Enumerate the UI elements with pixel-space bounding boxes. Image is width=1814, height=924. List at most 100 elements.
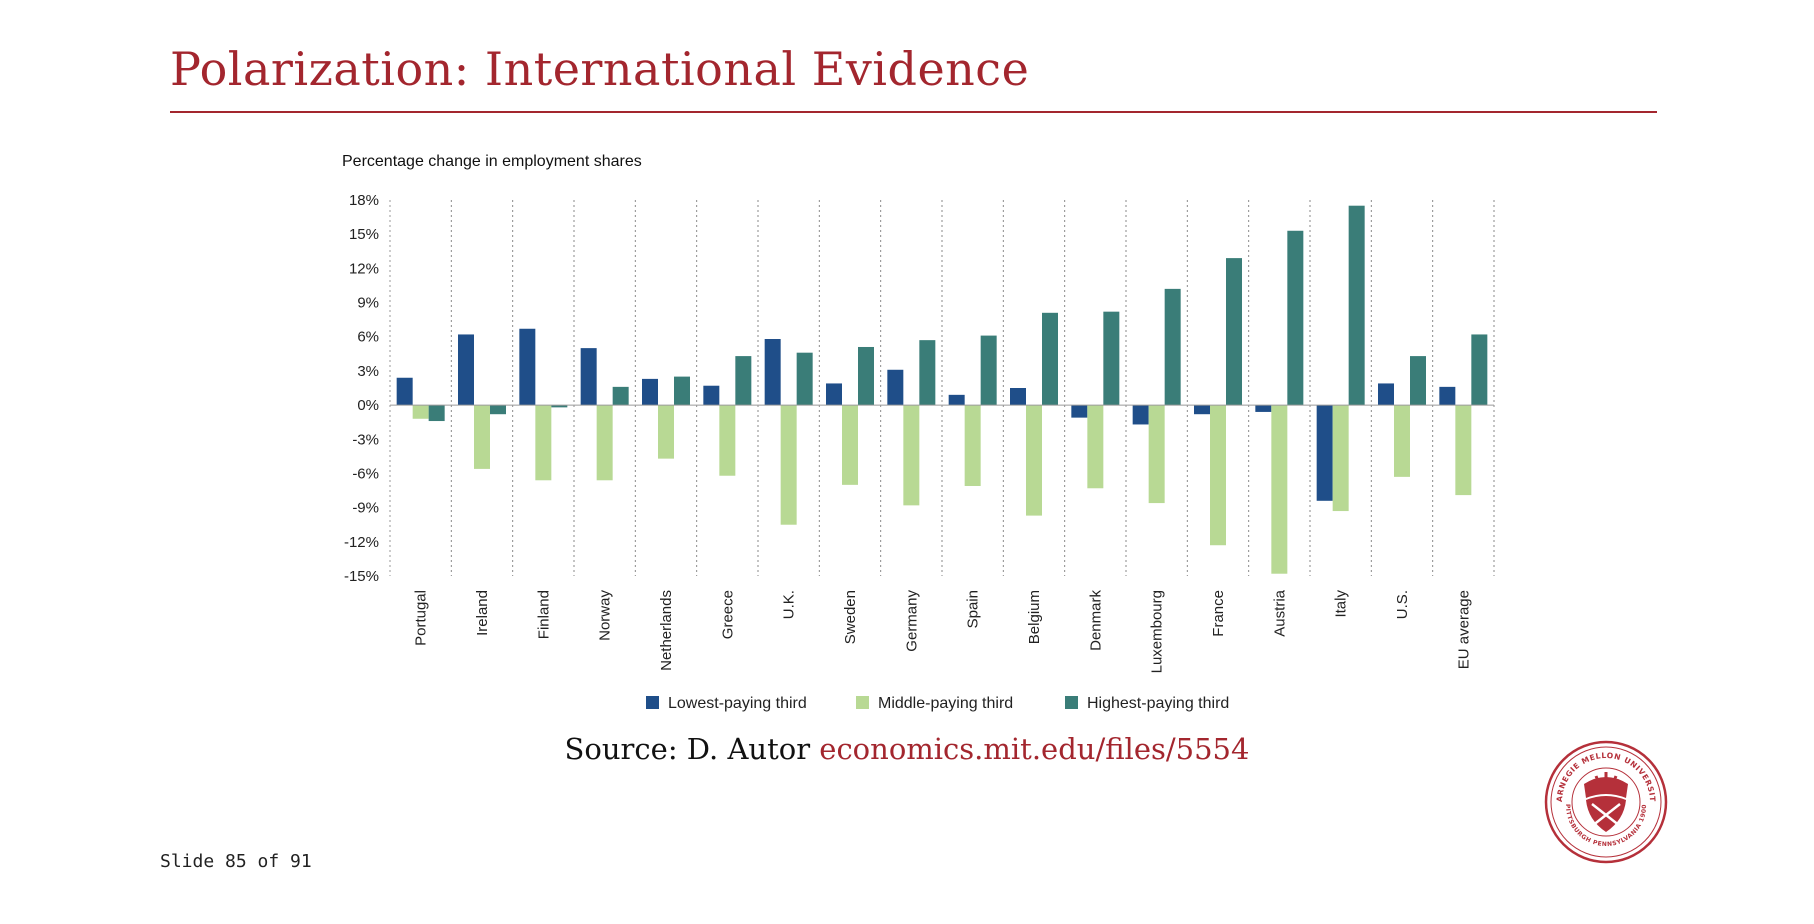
y-tick-label: 12% — [349, 260, 379, 277]
y-tick-label: -6% — [352, 465, 379, 482]
x-tick-label: Belgium — [1026, 590, 1043, 644]
bar-lowest-portugal — [396, 377, 413, 406]
source-prefix: Source: D. Autor — [564, 732, 811, 766]
bar-lowest-ireland — [458, 334, 474, 406]
bar-highest-u-k — [796, 352, 813, 406]
x-tick-label: Ireland — [474, 590, 491, 636]
bar-highest-belgium — [1042, 312, 1058, 406]
source-line: Source: D. Autor economics.mit.edu/files… — [0, 732, 1814, 766]
bar-middle-italy — [1332, 405, 1349, 512]
legend-swatch — [856, 696, 869, 709]
chart-title: Percentage change in employment shares — [342, 153, 642, 170]
x-tick-label: U.S. — [1394, 590, 1411, 619]
bar-highest-germany — [919, 340, 936, 406]
y-tick-label: 18% — [349, 192, 379, 209]
x-tick-label: France — [1210, 590, 1227, 637]
thistle-crest-icon — [1584, 772, 1628, 832]
university-seal-icon: CARNEGIE MELLON UNIVERSITY PITTSBURGH PE… — [1544, 740, 1668, 864]
legend-label: Highest-paying third — [1087, 695, 1229, 712]
y-tick-label: 15% — [349, 226, 379, 243]
legend-swatch — [1065, 696, 1078, 709]
bar-highest-austria — [1287, 230, 1304, 406]
bar-middle-finland — [535, 405, 552, 481]
bar-highest-italy — [1348, 205, 1365, 406]
bar-highest-netherlands — [674, 376, 690, 406]
x-tick-label: EU average — [1455, 590, 1472, 669]
title-underline — [170, 111, 1657, 113]
y-tick-label: -12% — [344, 534, 379, 551]
bar-lowest-sweden — [826, 383, 842, 406]
slide-title: Polarization: International Evidence — [170, 42, 1030, 96]
bar-highest-norway — [612, 386, 629, 406]
bar-lowest-france — [1194, 405, 1210, 415]
x-tick-label: Greece — [719, 590, 736, 639]
x-tick-label: Luxembourg — [1149, 590, 1166, 673]
bar-lowest-luxembourg — [1132, 405, 1149, 425]
slide-number: Slide 85 of 91 — [160, 851, 312, 872]
x-tick-label: Germany — [903, 590, 920, 652]
bar-lowest-italy — [1316, 405, 1333, 501]
bar-highest-greece — [735, 356, 752, 406]
bar-lowest-eu-average — [1439, 386, 1456, 406]
bar-lowest-austria — [1255, 405, 1272, 412]
x-tick-label: Spain — [965, 590, 982, 628]
legend-label: Middle-paying third — [878, 695, 1013, 712]
bar-middle-ireland — [474, 405, 490, 469]
bar-middle-greece — [719, 405, 736, 476]
bar-middle-france — [1210, 405, 1226, 546]
bar-middle-portugal — [412, 405, 429, 419]
bar-lowest-u-k — [764, 339, 781, 406]
category-separators — [450, 200, 1495, 576]
bar-highest-sweden — [858, 346, 874, 406]
x-tick-label: Portugal — [413, 590, 430, 646]
bar-middle-sweden — [842, 405, 858, 485]
bar-middle-norway — [596, 405, 613, 481]
x-tick-label: U.K. — [781, 590, 798, 619]
bar-lowest-belgium — [1010, 388, 1026, 406]
bar-middle-netherlands — [658, 405, 674, 459]
bar-lowest-u-s — [1378, 383, 1394, 406]
bar-middle-luxembourg — [1148, 405, 1165, 504]
bar-lowest-finland — [519, 328, 536, 406]
bar-lowest-denmark — [1071, 405, 1088, 418]
bar-middle-eu-average — [1455, 405, 1472, 496]
y-tick-label: 3% — [357, 363, 379, 380]
y-tick-label: -15% — [344, 568, 379, 585]
bar-lowest-greece — [703, 385, 720, 406]
bar-highest-u-s — [1410, 356, 1426, 406]
legend: Lowest-paying third Middle-paying third Hi… — [646, 695, 1229, 712]
bar-middle-austria — [1271, 405, 1288, 574]
bar-middle-u-k — [780, 405, 797, 525]
y-axis-tick-labels: 18% 15% 12% 9% 6% 3% 0% -3% -6% -9% -12% -15% — [344, 192, 379, 585]
bar-lowest-netherlands — [642, 378, 658, 406]
y-tick-label: 0% — [357, 397, 379, 414]
bar-highest-france — [1226, 258, 1242, 406]
bar-highest-ireland — [490, 405, 506, 415]
source-link[interactable]: economics.mit.edu/files/5554 — [819, 732, 1250, 766]
x-tick-label: Sweden — [842, 590, 859, 644]
bar-middle-germany — [903, 405, 920, 506]
bar-lowest-spain — [948, 394, 965, 406]
legend-swatch — [646, 696, 659, 709]
bar-middle-u-s — [1394, 405, 1410, 477]
y-tick-label: -9% — [352, 500, 379, 517]
bar-middle-denmark — [1087, 405, 1104, 489]
y-tick-label: 9% — [357, 295, 379, 312]
x-axis-category-labels: Portugal Ireland Finland Norway Netherlands G… — [413, 589, 1473, 673]
bar-highest-spain — [980, 335, 997, 406]
bar-lowest-germany — [887, 369, 904, 406]
x-tick-label: Italy — [1333, 590, 1350, 618]
bar-highest-luxembourg — [1164, 288, 1181, 406]
bar-middle-belgium — [1026, 405, 1042, 516]
x-tick-label: Austria — [1271, 589, 1288, 636]
x-tick-label: Finland — [535, 590, 552, 639]
bar-highest-denmark — [1103, 311, 1120, 406]
bar-highest-portugal — [428, 405, 445, 422]
x-tick-label: Netherlands — [658, 590, 675, 671]
bar-highest-eu-average — [1471, 334, 1488, 406]
bar-highest-finland — [551, 405, 568, 408]
x-tick-label: Denmark — [1087, 590, 1104, 651]
x-tick-label: Norway — [597, 590, 614, 641]
legend-label: Lowest-paying third — [668, 695, 807, 712]
